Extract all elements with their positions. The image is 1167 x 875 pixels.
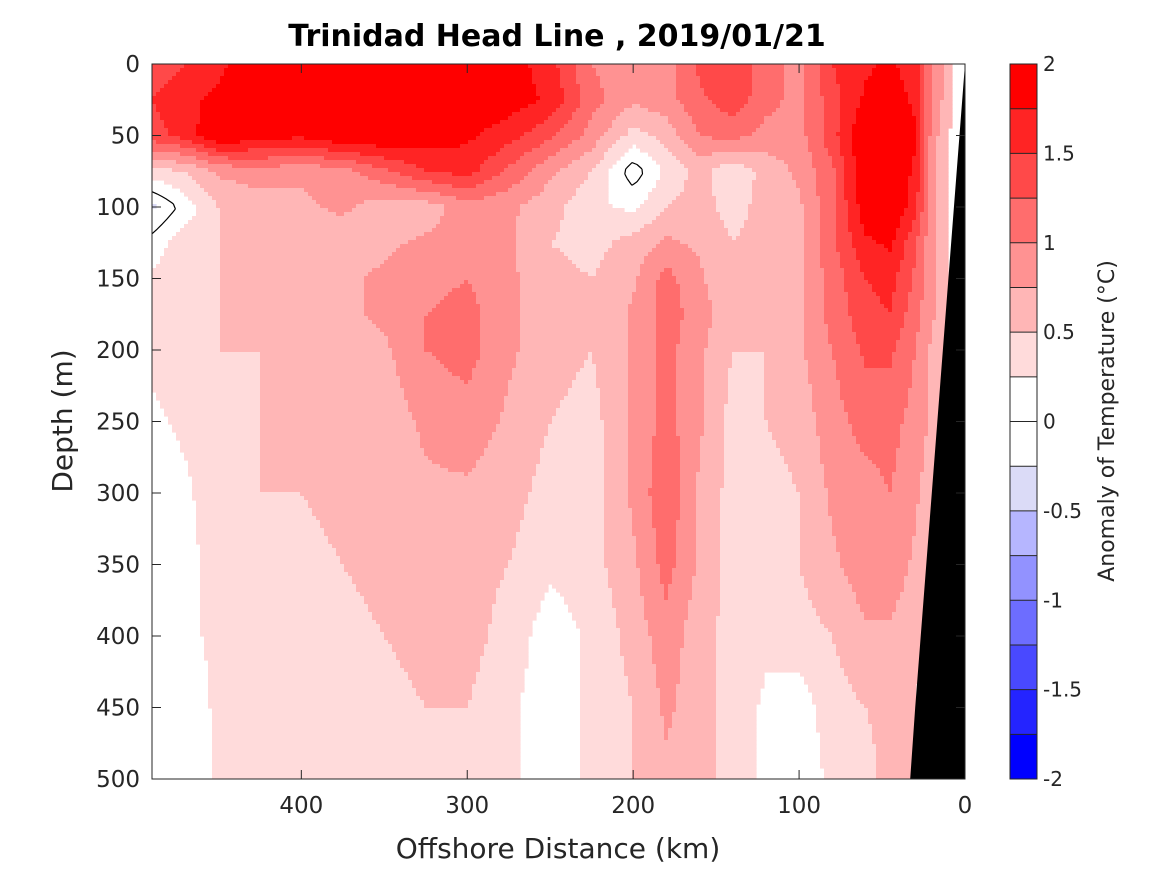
- colorbar-swatch: [1010, 108, 1037, 154]
- x-axis-label: Offshore Distance (km): [396, 832, 721, 865]
- colorbar-tick-label: 1.5: [1043, 141, 1075, 165]
- colorbar: 2 1.5 1 0.5 0 -0.5 -1 -1.5 -2: [1009, 52, 1082, 791]
- chart-title: Trinidad Head Line , 2019/01/21: [288, 19, 825, 54]
- zero-contour-lines: [152, 162, 644, 235]
- colorbar-label: Anomaly of Temperature (°C): [1095, 260, 1120, 582]
- colorbar-swatch: [1010, 332, 1037, 378]
- colorbar-swatch: [1010, 242, 1037, 288]
- x-axis: 400 300 200 100 0: [279, 64, 972, 819]
- colorbar-swatch: [1010, 644, 1037, 691]
- colorbar-swatch: [1010, 421, 1037, 467]
- y-axis: 0 50 100 150 200 250 300 350 400 450 500: [96, 52, 965, 793]
- colorbar-swatch: [1010, 510, 1037, 557]
- colorbar-tick-label: -1.5: [1043, 678, 1082, 702]
- y-tick-label: 200: [96, 338, 140, 364]
- colorbar-tick-label: -2: [1043, 767, 1063, 791]
- zero-contour: [152, 162, 644, 235]
- y-axis-label: Depth (m): [46, 349, 79, 492]
- colorbar-swatch: [1010, 555, 1037, 601]
- seafloor-bathymetry: [910, 64, 965, 779]
- y-tick-label: 150: [96, 267, 140, 293]
- x-tick-label: 400: [279, 793, 323, 819]
- colorbar-swatch: [1010, 64, 1037, 110]
- y-tick-label: 350: [96, 553, 140, 579]
- y-tick-label: 500: [96, 767, 140, 793]
- y-tick-label: 0: [125, 52, 140, 78]
- colorbar-tick-label: 2: [1043, 52, 1056, 76]
- colorbar-swatch: [1010, 376, 1037, 422]
- x-tick-label: 200: [611, 793, 655, 819]
- colorbar-tick-label: -0.5: [1043, 499, 1082, 523]
- y-tick-label: 100: [96, 195, 140, 221]
- colorbar-tick-label: 0.5: [1043, 320, 1075, 344]
- x-tick-label: 100: [777, 793, 821, 819]
- y-tick-label: 400: [96, 624, 140, 650]
- colorbar-tick-label: -1: [1043, 588, 1063, 612]
- colorbar-swatch: [1010, 734, 1037, 780]
- y-tick-label: 450: [96, 696, 140, 722]
- y-tick-label: 250: [96, 410, 140, 436]
- colorbar-swatch: [1010, 287, 1037, 333]
- colorbar-tick-label: 1: [1043, 231, 1056, 255]
- colorbar-swatch: [1010, 600, 1037, 646]
- colorbar-frame: [1009, 63, 1038, 780]
- x-tick-label: 0: [958, 793, 973, 819]
- anomaly-field: [152, 64, 953, 779]
- colorbar-swatch: [1010, 689, 1037, 735]
- colorbar-tick-label: 0: [1043, 410, 1056, 434]
- colorbar-swatch: [1010, 198, 1037, 244]
- colorbar-swatch: [1010, 466, 1037, 512]
- y-tick-label: 50: [111, 124, 140, 150]
- y-tick-label: 300: [96, 481, 140, 507]
- colorbar-swatch: [1010, 153, 1037, 199]
- x-tick-label: 300: [445, 793, 489, 819]
